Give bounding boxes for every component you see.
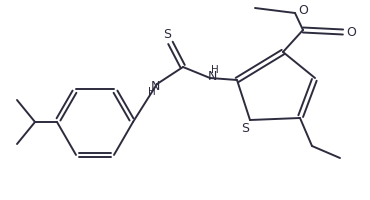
Text: S: S xyxy=(241,121,249,134)
Text: N: N xyxy=(150,79,160,92)
Text: O: O xyxy=(346,25,356,38)
Text: O: O xyxy=(298,3,308,17)
Text: H: H xyxy=(211,65,219,75)
Text: N: N xyxy=(207,70,217,82)
Text: H: H xyxy=(148,87,156,97)
Text: S: S xyxy=(163,27,171,40)
